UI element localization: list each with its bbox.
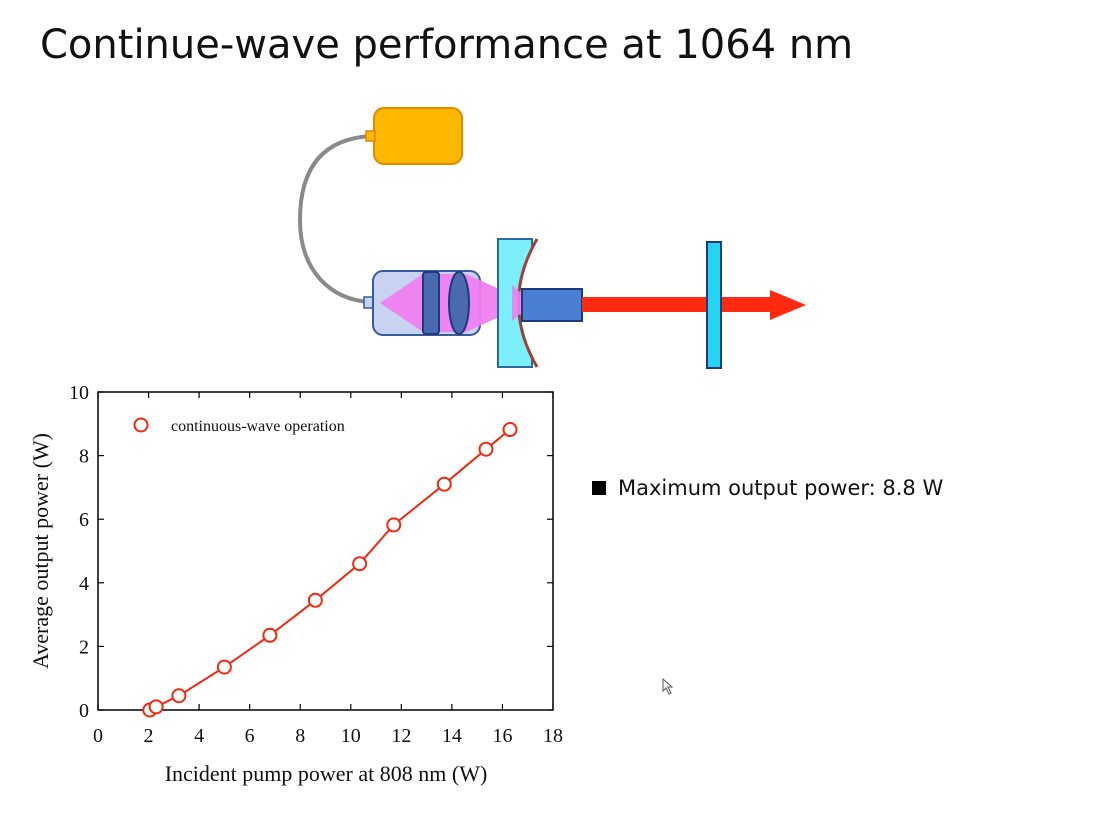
fiber-cable — [297, 134, 373, 304]
x-axis-label: Incident pump power at 808 nm (W) — [165, 761, 488, 786]
x-tick-label: 16 — [492, 725, 512, 747]
x-tick-label: 8 — [295, 725, 305, 747]
data-point — [352, 556, 368, 572]
y-tick-label: 0 — [79, 700, 89, 722]
laser-beam-arrow — [770, 290, 806, 320]
data-point — [478, 441, 494, 457]
lens-1 — [422, 271, 440, 335]
data-point — [216, 659, 232, 675]
fit-line — [149, 428, 511, 711]
data-point — [386, 517, 402, 533]
x-tick-label: 2 — [144, 725, 154, 747]
bullet-text: Maximum output power: 8.8 W — [618, 476, 944, 500]
y-tick-label: 4 — [79, 573, 89, 595]
output-coupler — [706, 241, 722, 369]
x-tick-label: 14 — [442, 725, 462, 747]
bullet-square-icon — [592, 481, 606, 495]
plot-frame — [97, 391, 554, 711]
x-tick-label: 10 — [341, 725, 361, 747]
slide-title: Continue-wave performance at 1064 nm — [40, 22, 854, 68]
y-tick-label: 2 — [79, 636, 89, 658]
data-point — [262, 627, 278, 643]
x-tick-label: 4 — [194, 725, 204, 747]
data-point — [171, 688, 187, 704]
pump-beam — [380, 274, 423, 332]
y-axis-label: Average output power (W) — [28, 433, 53, 669]
legend-marker — [133, 417, 149, 433]
y-tick-label: 8 — [79, 446, 89, 468]
bullet-max-power: Maximum output power: 8.8 W — [592, 476, 943, 500]
laser-crystal — [521, 288, 583, 322]
data-point — [148, 699, 164, 715]
lens-2 — [448, 271, 470, 335]
data-point — [502, 422, 518, 438]
data-point — [307, 592, 323, 608]
pump-source-connector — [365, 130, 376, 142]
data-point — [436, 476, 452, 492]
x-tick-label: 0 — [93, 725, 103, 747]
mouse-cursor-icon — [662, 678, 674, 695]
x-tick-label: 18 — [543, 725, 563, 747]
legend-label: continuous-wave operation — [171, 418, 345, 435]
y-tick-label: 10 — [69, 382, 89, 404]
x-tick-label: 12 — [391, 725, 411, 747]
y-tick-label: 6 — [79, 509, 89, 531]
laser-beam — [582, 297, 772, 312]
x-tick-label: 6 — [245, 725, 255, 747]
